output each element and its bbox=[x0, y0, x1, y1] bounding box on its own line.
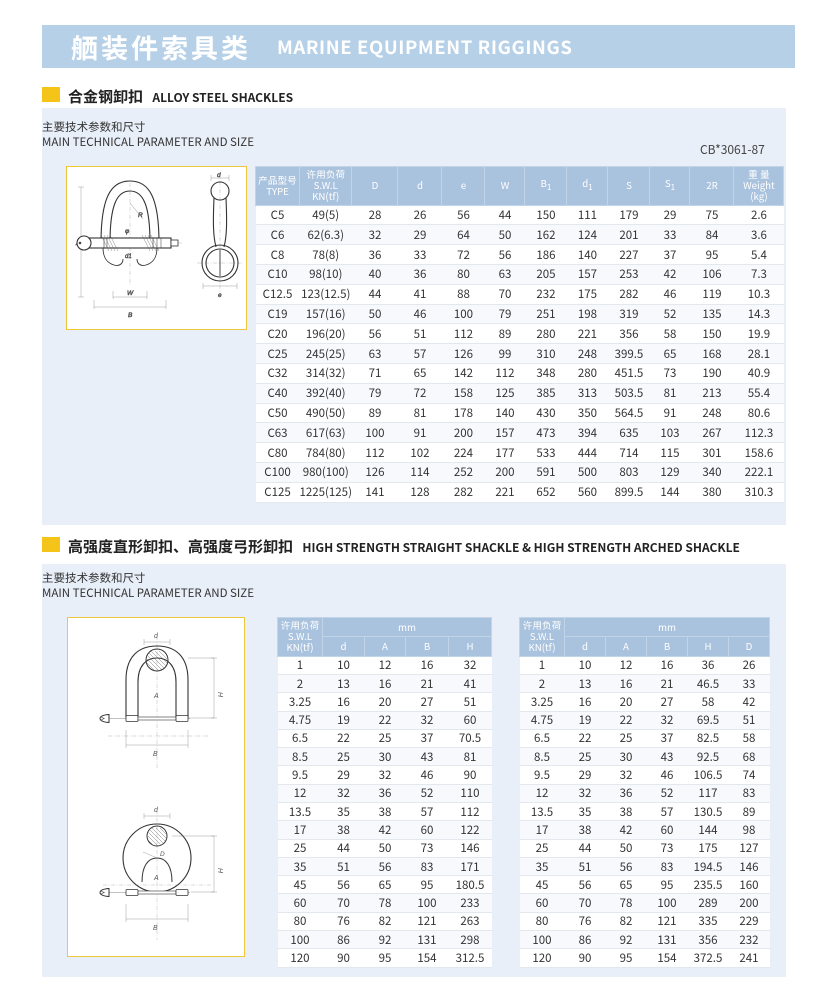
svg-text:φ: φ bbox=[125, 228, 130, 235]
svg-text:d1: d1 bbox=[125, 254, 132, 260]
svg-text:A: A bbox=[153, 693, 159, 700]
svg-text:D: D bbox=[160, 851, 165, 858]
svg-text:B: B bbox=[153, 925, 158, 932]
svg-text:W: W bbox=[127, 290, 134, 297]
svg-text:d: d bbox=[154, 807, 159, 814]
svg-text:R: R bbox=[138, 212, 143, 219]
svg-text:d: d bbox=[217, 172, 221, 179]
svg-text:B: B bbox=[153, 751, 158, 758]
svg-text:H: H bbox=[216, 868, 223, 874]
svg-text:d: d bbox=[154, 633, 159, 640]
svg-text:B: B bbox=[128, 312, 133, 319]
svg-text:e: e bbox=[218, 292, 222, 299]
svg-text:A: A bbox=[153, 875, 159, 882]
svg-text:H: H bbox=[216, 692, 223, 698]
